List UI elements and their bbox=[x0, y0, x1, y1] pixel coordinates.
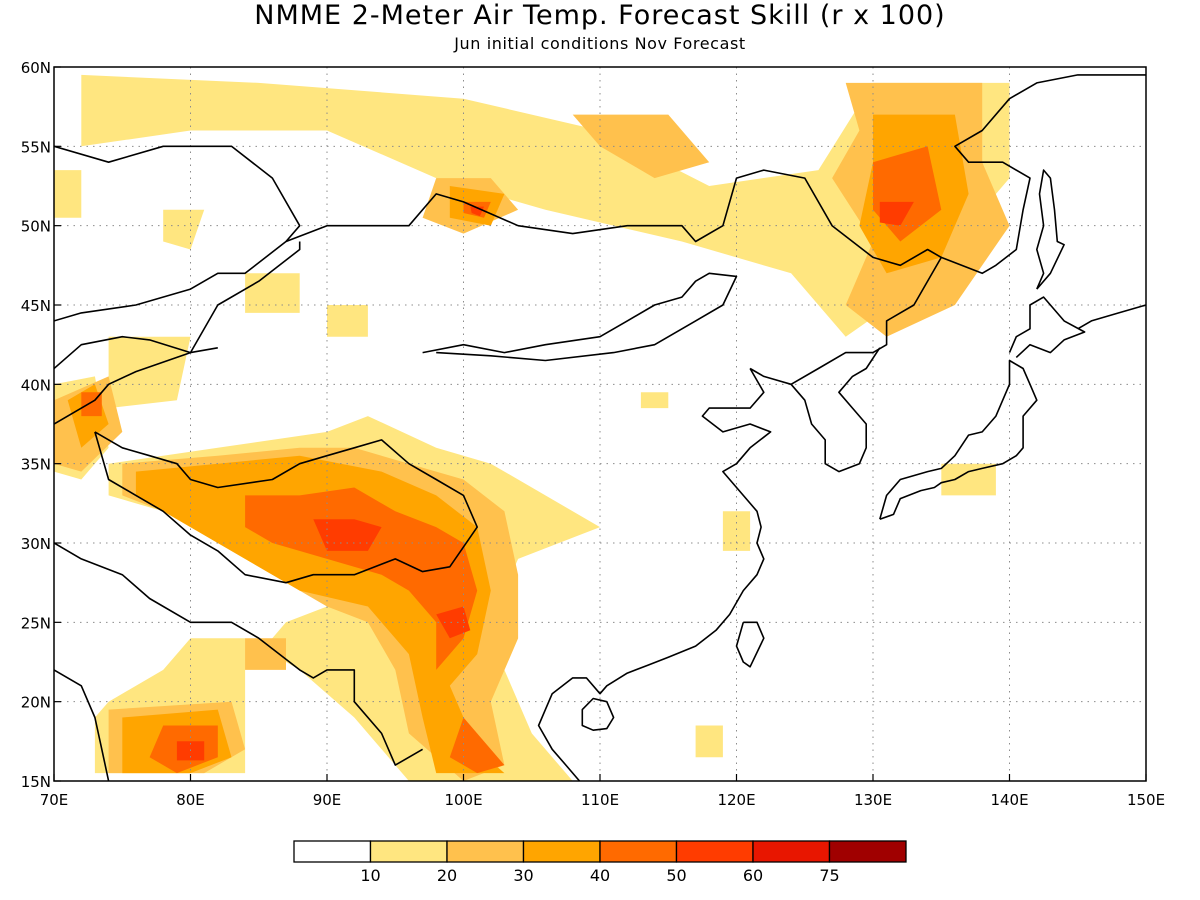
lat-tick-label-25: 25N bbox=[21, 614, 51, 632]
lat-tick-label-15: 15N bbox=[21, 773, 51, 791]
skill-region-33 bbox=[436, 606, 471, 639]
colorbar-legend: 10 20 30 40 50 60 75 bbox=[293, 840, 907, 885]
skill-region-0 bbox=[81, 74, 1010, 337]
colorbar-swatch-5 bbox=[675, 840, 754, 863]
skill-region-5 bbox=[108, 336, 191, 409]
skill-region-2 bbox=[163, 209, 205, 250]
map-title: NMME 2-Meter Air Temp. Forecast Skill (r… bbox=[254, 0, 946, 31]
coastline-14 bbox=[735, 621, 765, 668]
lat-tick-label-60: 60N bbox=[21, 59, 51, 77]
skill-region-27 bbox=[245, 487, 478, 670]
coastline-17 bbox=[784, 789, 791, 805]
lon-tick-label-140: 140E bbox=[990, 791, 1028, 809]
coastline-9 bbox=[581, 697, 615, 732]
colorbar-label-40: 40 bbox=[590, 866, 610, 885]
skill-region-3 bbox=[245, 273, 300, 313]
lat-tick-label-50: 50N bbox=[21, 218, 51, 236]
colorbar-swatch-2 bbox=[446, 840, 525, 863]
lat-tick-label-40: 40N bbox=[21, 376, 51, 394]
skill-region-18 bbox=[245, 638, 286, 670]
colorbar-label-30: 30 bbox=[513, 866, 533, 885]
coastline-11 bbox=[879, 359, 1038, 520]
colorbar-swatch-4 bbox=[599, 840, 678, 863]
coastline-15 bbox=[941, 74, 1146, 275]
skill-region-30 bbox=[879, 201, 914, 226]
skill-region-9 bbox=[941, 463, 996, 496]
skill-region-4 bbox=[327, 305, 368, 337]
lon-tick-label-150: 150E bbox=[1127, 791, 1165, 809]
skill-region-32 bbox=[313, 519, 382, 551]
map-subtitle: Jun initial conditions Nov Forecast bbox=[454, 34, 746, 53]
colorbar-swatch-3 bbox=[522, 840, 601, 863]
coastlines bbox=[54, 74, 1146, 805]
lat-tick-label-55: 55N bbox=[21, 138, 51, 156]
skill-shading-layer bbox=[54, 74, 1010, 781]
coastline-13 bbox=[1036, 169, 1065, 290]
lon-tick-label-80: 80E bbox=[176, 791, 205, 809]
colorbar-label-75: 75 bbox=[819, 866, 839, 885]
skill-region-8 bbox=[722, 511, 751, 551]
coastline-12 bbox=[1008, 296, 1086, 358]
axis-ticks: 70E 80E 90E 100E 110E 120E 130E 140E 150E 15N 20N 2… bbox=[21, 59, 1165, 809]
colorbar-swatch-7 bbox=[828, 840, 907, 863]
colorbar-label-60: 60 bbox=[743, 866, 763, 885]
coastline-0 bbox=[54, 335, 218, 370]
lon-tick-label-130: 130E bbox=[854, 791, 892, 809]
coastline-16 bbox=[1077, 304, 1146, 330]
lon-tick-label-120: 120E bbox=[717, 791, 755, 809]
lon-tick-label-90: 90E bbox=[313, 791, 342, 809]
coastline-5 bbox=[54, 669, 110, 781]
lat-tick-label-45: 45N bbox=[21, 297, 51, 315]
coastline-4 bbox=[54, 542, 424, 766]
skill-region-11 bbox=[695, 725, 723, 758]
colorbar-swatch-0 bbox=[293, 840, 372, 863]
colorbar-label-50: 50 bbox=[666, 866, 686, 885]
coastline-6 bbox=[285, 169, 943, 386]
lat-tick-label-20: 20N bbox=[21, 694, 51, 712]
lon-tick-label-100: 100E bbox=[444, 791, 482, 809]
coastline-8 bbox=[537, 368, 772, 781]
colorbar-swatch-6 bbox=[752, 840, 831, 863]
colorbar-swatch-1 bbox=[369, 840, 448, 863]
skill-region-1 bbox=[54, 170, 82, 218]
colorbar-label-20: 20 bbox=[437, 866, 457, 885]
lon-tick-label-110: 110E bbox=[581, 791, 619, 809]
lon-tick-label-70: 70E bbox=[40, 791, 69, 809]
coastline-10 bbox=[790, 347, 881, 473]
lat-tick-label-35: 35N bbox=[21, 456, 51, 474]
skill-region-10 bbox=[640, 392, 669, 409]
lat-tick-label-30: 30N bbox=[21, 535, 51, 553]
colorbar-label-10: 10 bbox=[360, 866, 380, 885]
gridlines bbox=[54, 67, 1146, 781]
skill-region-12 bbox=[572, 114, 710, 179]
coastline-7 bbox=[422, 272, 738, 362]
coastline-2 bbox=[54, 241, 301, 425]
coastline-3 bbox=[94, 431, 479, 584]
